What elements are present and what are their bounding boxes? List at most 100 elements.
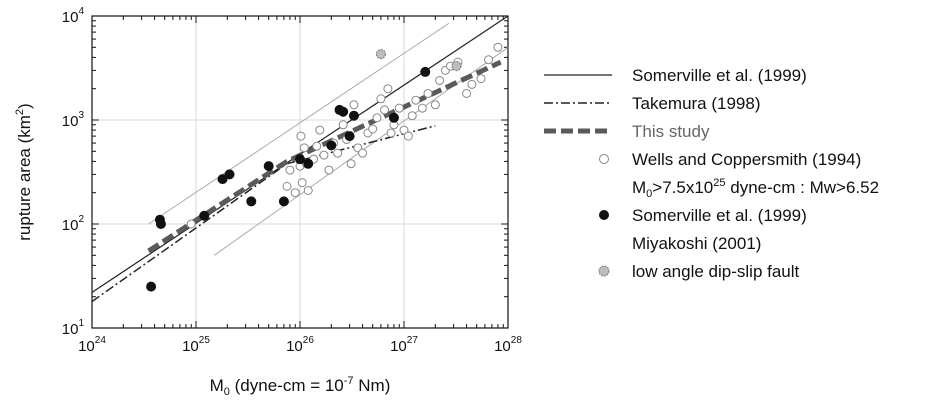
open-circle-point — [290, 188, 300, 198]
open-circle-point — [338, 120, 348, 130]
y-tick-label: 101 — [62, 318, 85, 338]
filled-circle-point — [303, 158, 314, 169]
legend-label: Takemura (1998) — [632, 94, 761, 113]
open-circle-point — [403, 131, 413, 141]
filled-circle-point — [388, 112, 399, 123]
legend-label: Miyakoshi (2001) — [632, 234, 761, 253]
filled-circle-point — [217, 174, 228, 185]
legend-item: M0>7.5x1025 dyne-cm : Mw>6.52 — [632, 177, 879, 200]
x-tick-labels: 1024 1025 1026 1027 1028 — [78, 335, 522, 355]
y-label-base: rupture area (km — [15, 115, 34, 241]
open-circle-point — [394, 103, 404, 113]
filled-circle-point — [155, 219, 166, 229]
filled-circle-point — [278, 196, 289, 207]
open-circle-point — [319, 150, 329, 160]
gridlines — [92, 16, 508, 328]
open-circle-point — [285, 165, 295, 175]
legend-marker-shaded-circle — [598, 265, 610, 277]
legend-marker-open-circle — [599, 154, 609, 164]
x-tick-label: 1025 — [182, 335, 210, 355]
y-tick-label: 104 — [62, 6, 85, 26]
line-dashdot — [91, 125, 436, 303]
filled-circle-point — [344, 131, 355, 142]
y-label-sup: 2 — [14, 109, 26, 115]
x-label-mid: (dyne-cm = 10 — [230, 376, 344, 395]
shaded-circle-point — [375, 49, 386, 60]
x-label-base: M — [210, 376, 224, 395]
y-label-end: ) — [15, 103, 34, 109]
legend-label: This study — [632, 122, 710, 141]
open-circle-point — [297, 178, 307, 188]
open-circle-point — [462, 88, 472, 98]
open-circle-point — [484, 55, 494, 65]
legend-label: Wells and Coppersmith (1994) — [632, 150, 861, 169]
y-axis-label: rupture area (km2) — [14, 103, 34, 240]
open-circle-point — [386, 128, 396, 138]
open-circle-point — [346, 159, 356, 169]
open-circle-point — [303, 185, 313, 195]
open-circle-point — [493, 42, 503, 52]
legend-item: Miyakoshi (2001) — [632, 234, 761, 253]
y-tick-label: 102 — [62, 214, 85, 234]
x-tick-label: 1024 — [78, 335, 106, 355]
filled-circle-point — [146, 281, 157, 292]
open-circle-point — [417, 103, 427, 113]
open-circle-point — [372, 113, 382, 123]
y-tick-label: 103 — [62, 110, 85, 130]
open-circle-point — [299, 143, 309, 153]
open-circle-point — [376, 94, 386, 104]
shaded-circle-point — [451, 61, 462, 72]
filled-circle-point — [246, 196, 257, 207]
filled-circle-point — [326, 140, 337, 151]
open-circle-point — [411, 95, 421, 105]
legend-label: low angle dip-slip fault — [632, 262, 800, 281]
x-label-sub: 0 — [224, 386, 230, 398]
y-tick-labels: 101 102 103 104 — [62, 6, 85, 338]
filled-circle-point — [295, 154, 305, 165]
open-circle-point — [430, 100, 440, 110]
legend-label: Somerville et al. (1999) — [632, 66, 807, 85]
open-circle-point — [333, 148, 343, 158]
open-circle-point — [399, 125, 409, 135]
filled-circle-point — [338, 106, 349, 117]
x-axis-label: M0 (dyne-cm = 10-7 Nm) — [210, 375, 391, 398]
filled-circle-point — [263, 161, 274, 172]
x-label-end: Nm) — [354, 376, 391, 395]
open-circle-point — [476, 74, 486, 84]
open-circle-point — [368, 124, 378, 134]
filled-circle-point — [224, 169, 235, 180]
open-circle-point — [282, 181, 292, 191]
open-circle-point — [407, 111, 417, 121]
x-tick-label: 1028 — [494, 335, 522, 355]
x-tick-label: 1027 — [390, 335, 418, 355]
open-circle-point — [358, 148, 368, 158]
legend-marker-filled-circle — [599, 210, 609, 220]
legend-label: Somerville et al. (1999) — [632, 206, 807, 225]
legend-item: Wells and Coppersmith (1994) — [599, 150, 861, 169]
open-circle-point — [312, 141, 322, 151]
open-circle-point — [380, 105, 390, 115]
open-circle-point — [324, 165, 334, 175]
legend-item: This study — [544, 122, 710, 141]
legend-item: low angle dip-slip fault — [598, 262, 800, 281]
legend-label: M0>7.5x1025 dyne-cm : Mw>6.52 — [632, 177, 879, 200]
filled-circle-point — [420, 66, 431, 77]
legend-item: Somerville et al. (1999) — [544, 66, 807, 85]
x-tick-label: 1026 — [286, 335, 314, 355]
data-points — [146, 42, 503, 292]
open-circle-point — [435, 75, 445, 85]
filled-circle-point — [348, 110, 359, 121]
line-thin-gray — [148, 22, 450, 225]
line-thick-dashed — [147, 59, 502, 254]
axis-tick-marks — [91, 16, 508, 329]
x-label-sup: -7 — [344, 375, 354, 387]
open-circle-point — [423, 88, 433, 98]
open-circle-point — [186, 219, 196, 229]
legend: Somerville et al. (1999) Takemura (1998) T… — [544, 66, 879, 281]
open-circle-point — [315, 125, 325, 135]
open-circle-point — [296, 131, 306, 141]
legend-item: Somerville et al. (1999) — [599, 206, 807, 225]
filled-circle-point — [199, 210, 210, 221]
open-circle-point — [383, 84, 393, 94]
